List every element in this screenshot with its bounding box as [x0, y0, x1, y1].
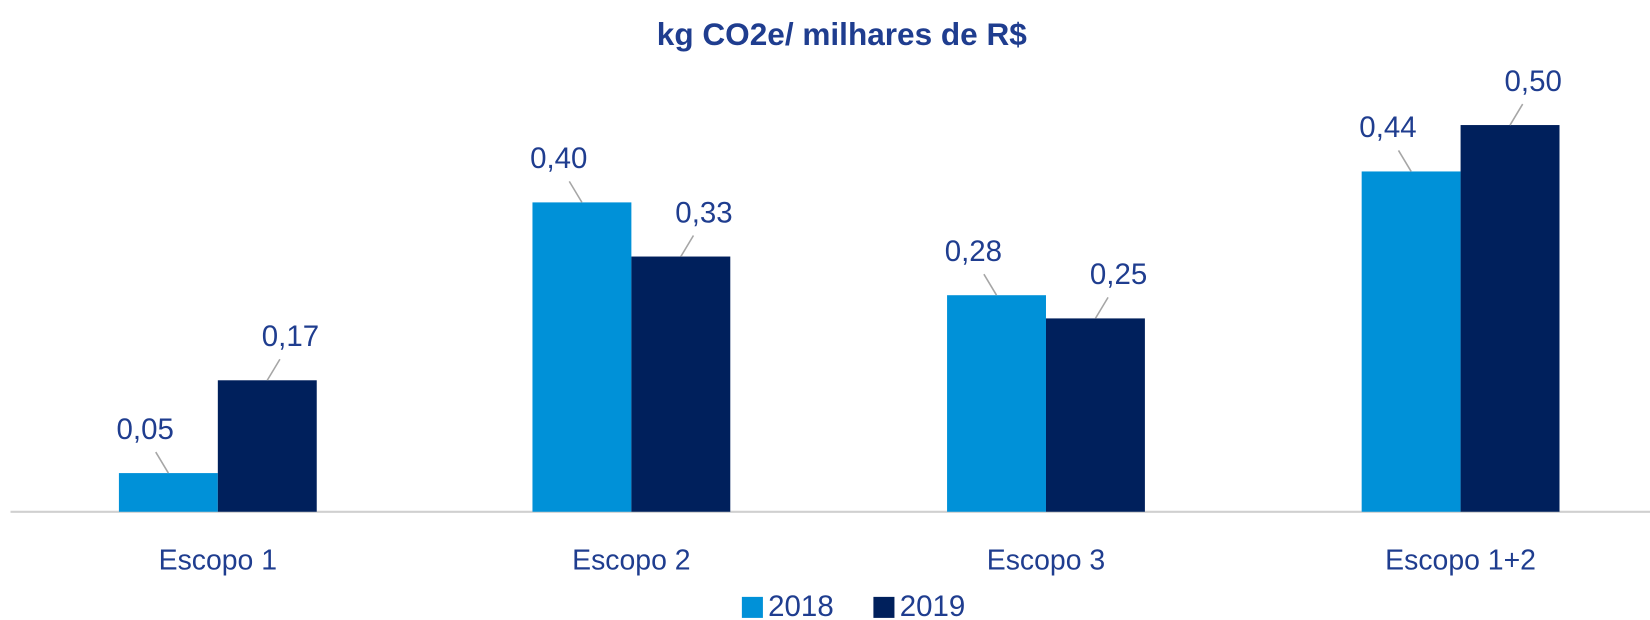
bar	[532, 202, 632, 512]
data-label: 0,28	[945, 235, 1002, 268]
bar	[947, 295, 1046, 512]
legend-swatch	[873, 596, 895, 618]
legend-label: 2019	[900, 590, 966, 620]
leader-line	[680, 235, 695, 257]
data-label: 0,17	[262, 320, 319, 353]
chart-title: kg CO2e/ milhares de R$	[657, 16, 1027, 52]
bar	[1460, 125, 1560, 512]
bar	[1361, 171, 1461, 512]
leader-line	[266, 358, 281, 381]
data-label: 0,05	[117, 413, 174, 446]
leader-line	[568, 180, 583, 203]
data-label: 0,50	[1505, 65, 1562, 98]
legend-swatch	[741, 596, 763, 618]
x-tick-label: Escopo 2	[572, 545, 690, 577]
x-tick-label: Escopo 3	[987, 545, 1105, 577]
leader-line	[1509, 103, 1524, 126]
legend-label: 2018	[768, 590, 834, 620]
data-label: 0,25	[1090, 258, 1147, 291]
leader-line	[1397, 150, 1412, 172]
data-label: 0,40	[530, 142, 587, 175]
bar	[631, 256, 731, 512]
x-tick-label: Escopo 1	[159, 545, 277, 577]
bar	[1045, 318, 1145, 512]
leader-line	[155, 451, 170, 474]
data-label: 0,44	[1359, 111, 1416, 144]
leader-line	[983, 273, 998, 296]
leader-line	[1094, 296, 1109, 319]
bar	[217, 380, 317, 512]
data-label: 0,33	[675, 196, 732, 229]
bar	[118, 473, 218, 512]
x-tick-label: Escopo 1+2	[1385, 545, 1536, 577]
